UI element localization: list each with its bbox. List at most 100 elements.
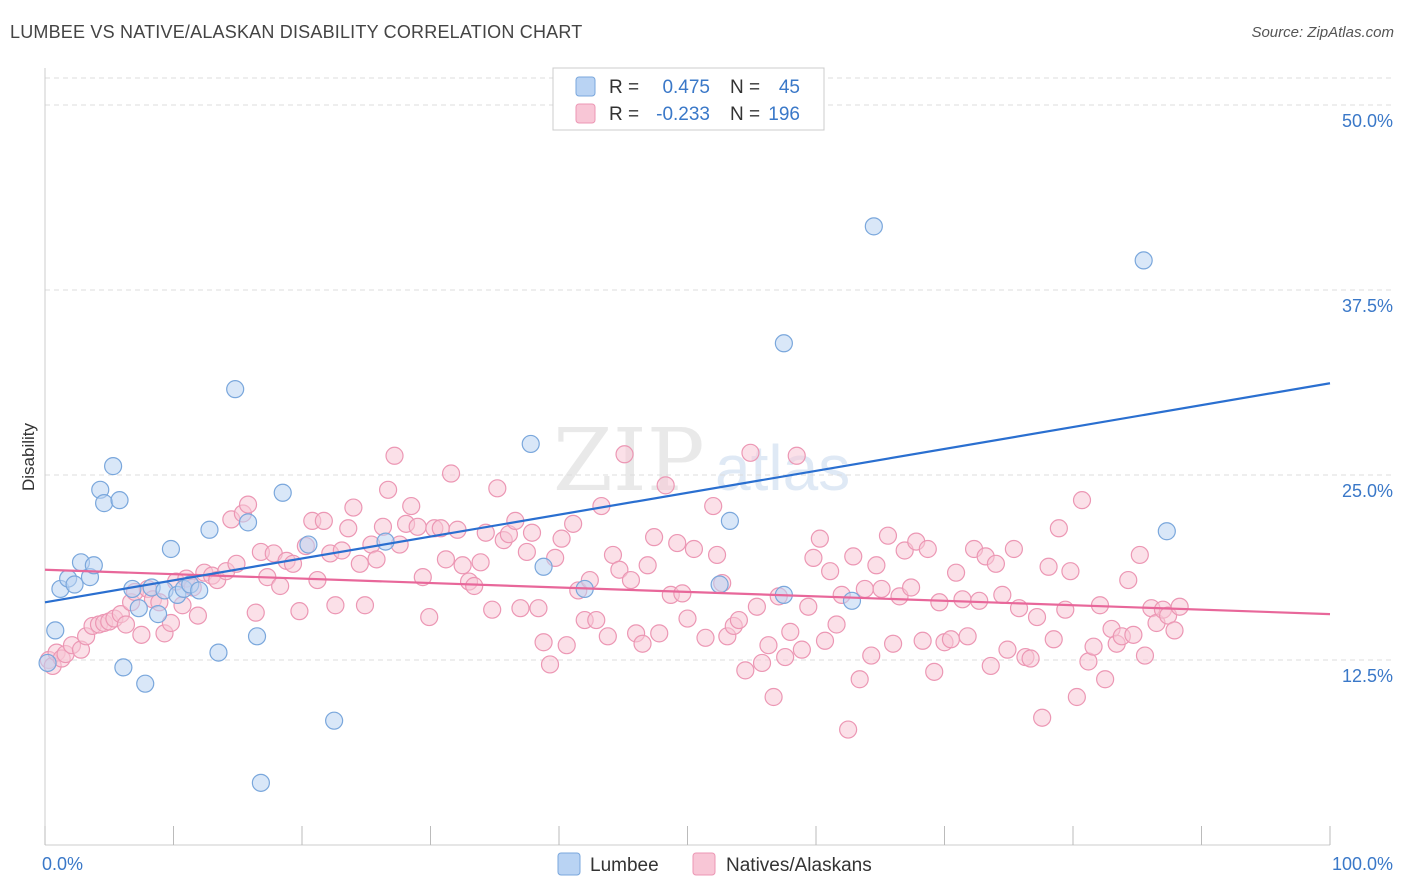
natives-point — [350, 554, 369, 573]
natives-point — [1061, 562, 1080, 581]
natives-point — [781, 622, 800, 641]
lumbee-point — [226, 380, 245, 399]
y-tick-label: 25.0% — [1342, 481, 1393, 501]
lumbee-point — [84, 556, 103, 575]
lumbee-point — [161, 539, 181, 559]
natives-point — [511, 599, 530, 618]
natives-point — [1044, 630, 1063, 649]
natives-point — [161, 613, 181, 633]
natives-point — [930, 593, 949, 612]
lumbee-points — [38, 217, 1176, 792]
natives-point — [704, 496, 723, 516]
natives-point — [867, 556, 886, 575]
legend-box — [552, 67, 825, 131]
lumbee-point — [65, 575, 84, 594]
natives-point — [707, 545, 727, 565]
y-tick-labels: 12.5% 25.0% 37.5% 50.0% — [1342, 111, 1393, 686]
natives-point — [644, 528, 664, 547]
x-tick-label-max: 100.0% — [1332, 854, 1393, 874]
legend-n-label-natives: N = — [730, 104, 760, 125]
natives-point — [678, 609, 697, 628]
natives-point — [1039, 557, 1058, 576]
natives-point — [283, 554, 303, 573]
natives-point — [188, 606, 208, 625]
natives-point — [408, 517, 427, 536]
natives-point — [787, 446, 806, 465]
natives-point — [1096, 670, 1115, 689]
natives-point — [958, 627, 977, 646]
natives-point — [132, 625, 151, 644]
legend-r-label-lumbee: R = — [609, 77, 639, 98]
natives-point — [564, 514, 583, 533]
natives-point — [540, 655, 560, 674]
natives-point — [355, 596, 375, 615]
natives-point — [1027, 607, 1047, 627]
natives-point — [517, 542, 536, 562]
lumbee-point — [38, 653, 57, 673]
natives-point — [402, 496, 421, 516]
natives-point — [839, 720, 858, 739]
natives-point — [420, 607, 439, 627]
source-note: Source: ZipAtlas.com — [1251, 24, 1394, 41]
natives-point — [339, 519, 358, 538]
natives-point — [116, 615, 136, 634]
trend-lines — [44, 382, 1331, 616]
y-tick-label: 12.5% — [1342, 666, 1393, 686]
natives-point — [872, 579, 891, 599]
natives-point — [883, 634, 903, 653]
natives-point — [385, 446, 404, 465]
lumbee-point — [110, 491, 129, 510]
natives-point — [483, 600, 502, 619]
natives-point — [344, 498, 363, 517]
natives-point — [941, 630, 961, 649]
natives-point — [610, 560, 629, 579]
natives-point — [759, 636, 778, 655]
y-tick-label: 37.5% — [1342, 296, 1393, 316]
lumbee-point — [325, 711, 344, 730]
natives-point — [1084, 637, 1103, 656]
natives-point — [1135, 646, 1155, 665]
natives-point — [1049, 519, 1068, 538]
natives-point — [998, 640, 1017, 659]
bottom-legend-swatch-natives — [692, 852, 716, 876]
legend-swatch-natives — [575, 103, 596, 124]
natives-point — [615, 445, 634, 464]
lumbee-point — [720, 511, 740, 530]
natives-trend-line — [44, 568, 1331, 616]
natives-point — [799, 597, 818, 616]
natives-point — [1130, 545, 1149, 565]
legend-r-value-natives: -0.233 — [656, 104, 710, 125]
lumbee-point — [273, 483, 292, 502]
natives-point — [1072, 491, 1092, 510]
lumbee-point — [200, 520, 219, 539]
natives-point — [986, 554, 1006, 573]
lumbee-point — [251, 773, 270, 792]
natives-point — [271, 576, 290, 596]
natives-point — [465, 576, 484, 596]
natives-point — [522, 523, 542, 542]
natives-point — [815, 631, 835, 650]
natives-point — [764, 687, 783, 707]
natives-point — [656, 476, 675, 495]
watermark: ZIP atlas — [553, 411, 850, 511]
bottom-legend-label-lumbee: Lumbee — [590, 855, 659, 876]
natives-point — [436, 550, 456, 569]
natives-point — [534, 633, 553, 652]
natives-point — [1124, 625, 1143, 644]
natives-point — [729, 610, 749, 630]
natives-point — [821, 562, 840, 581]
lumbee-point — [774, 334, 793, 353]
gridlines — [45, 77, 1393, 661]
legend-n-value-lumbee: 45 — [779, 77, 800, 98]
natives-point — [668, 533, 687, 553]
lumbee-point — [842, 591, 862, 610]
natives-point — [552, 529, 571, 548]
natives-point — [413, 568, 432, 587]
natives-point — [1004, 539, 1023, 559]
natives-point — [238, 495, 258, 514]
lumbee-trend-line — [44, 382, 1331, 604]
lumbee-point — [376, 532, 395, 551]
natives-point — [314, 511, 333, 530]
natives-point — [471, 553, 490, 572]
natives-point — [844, 547, 863, 566]
